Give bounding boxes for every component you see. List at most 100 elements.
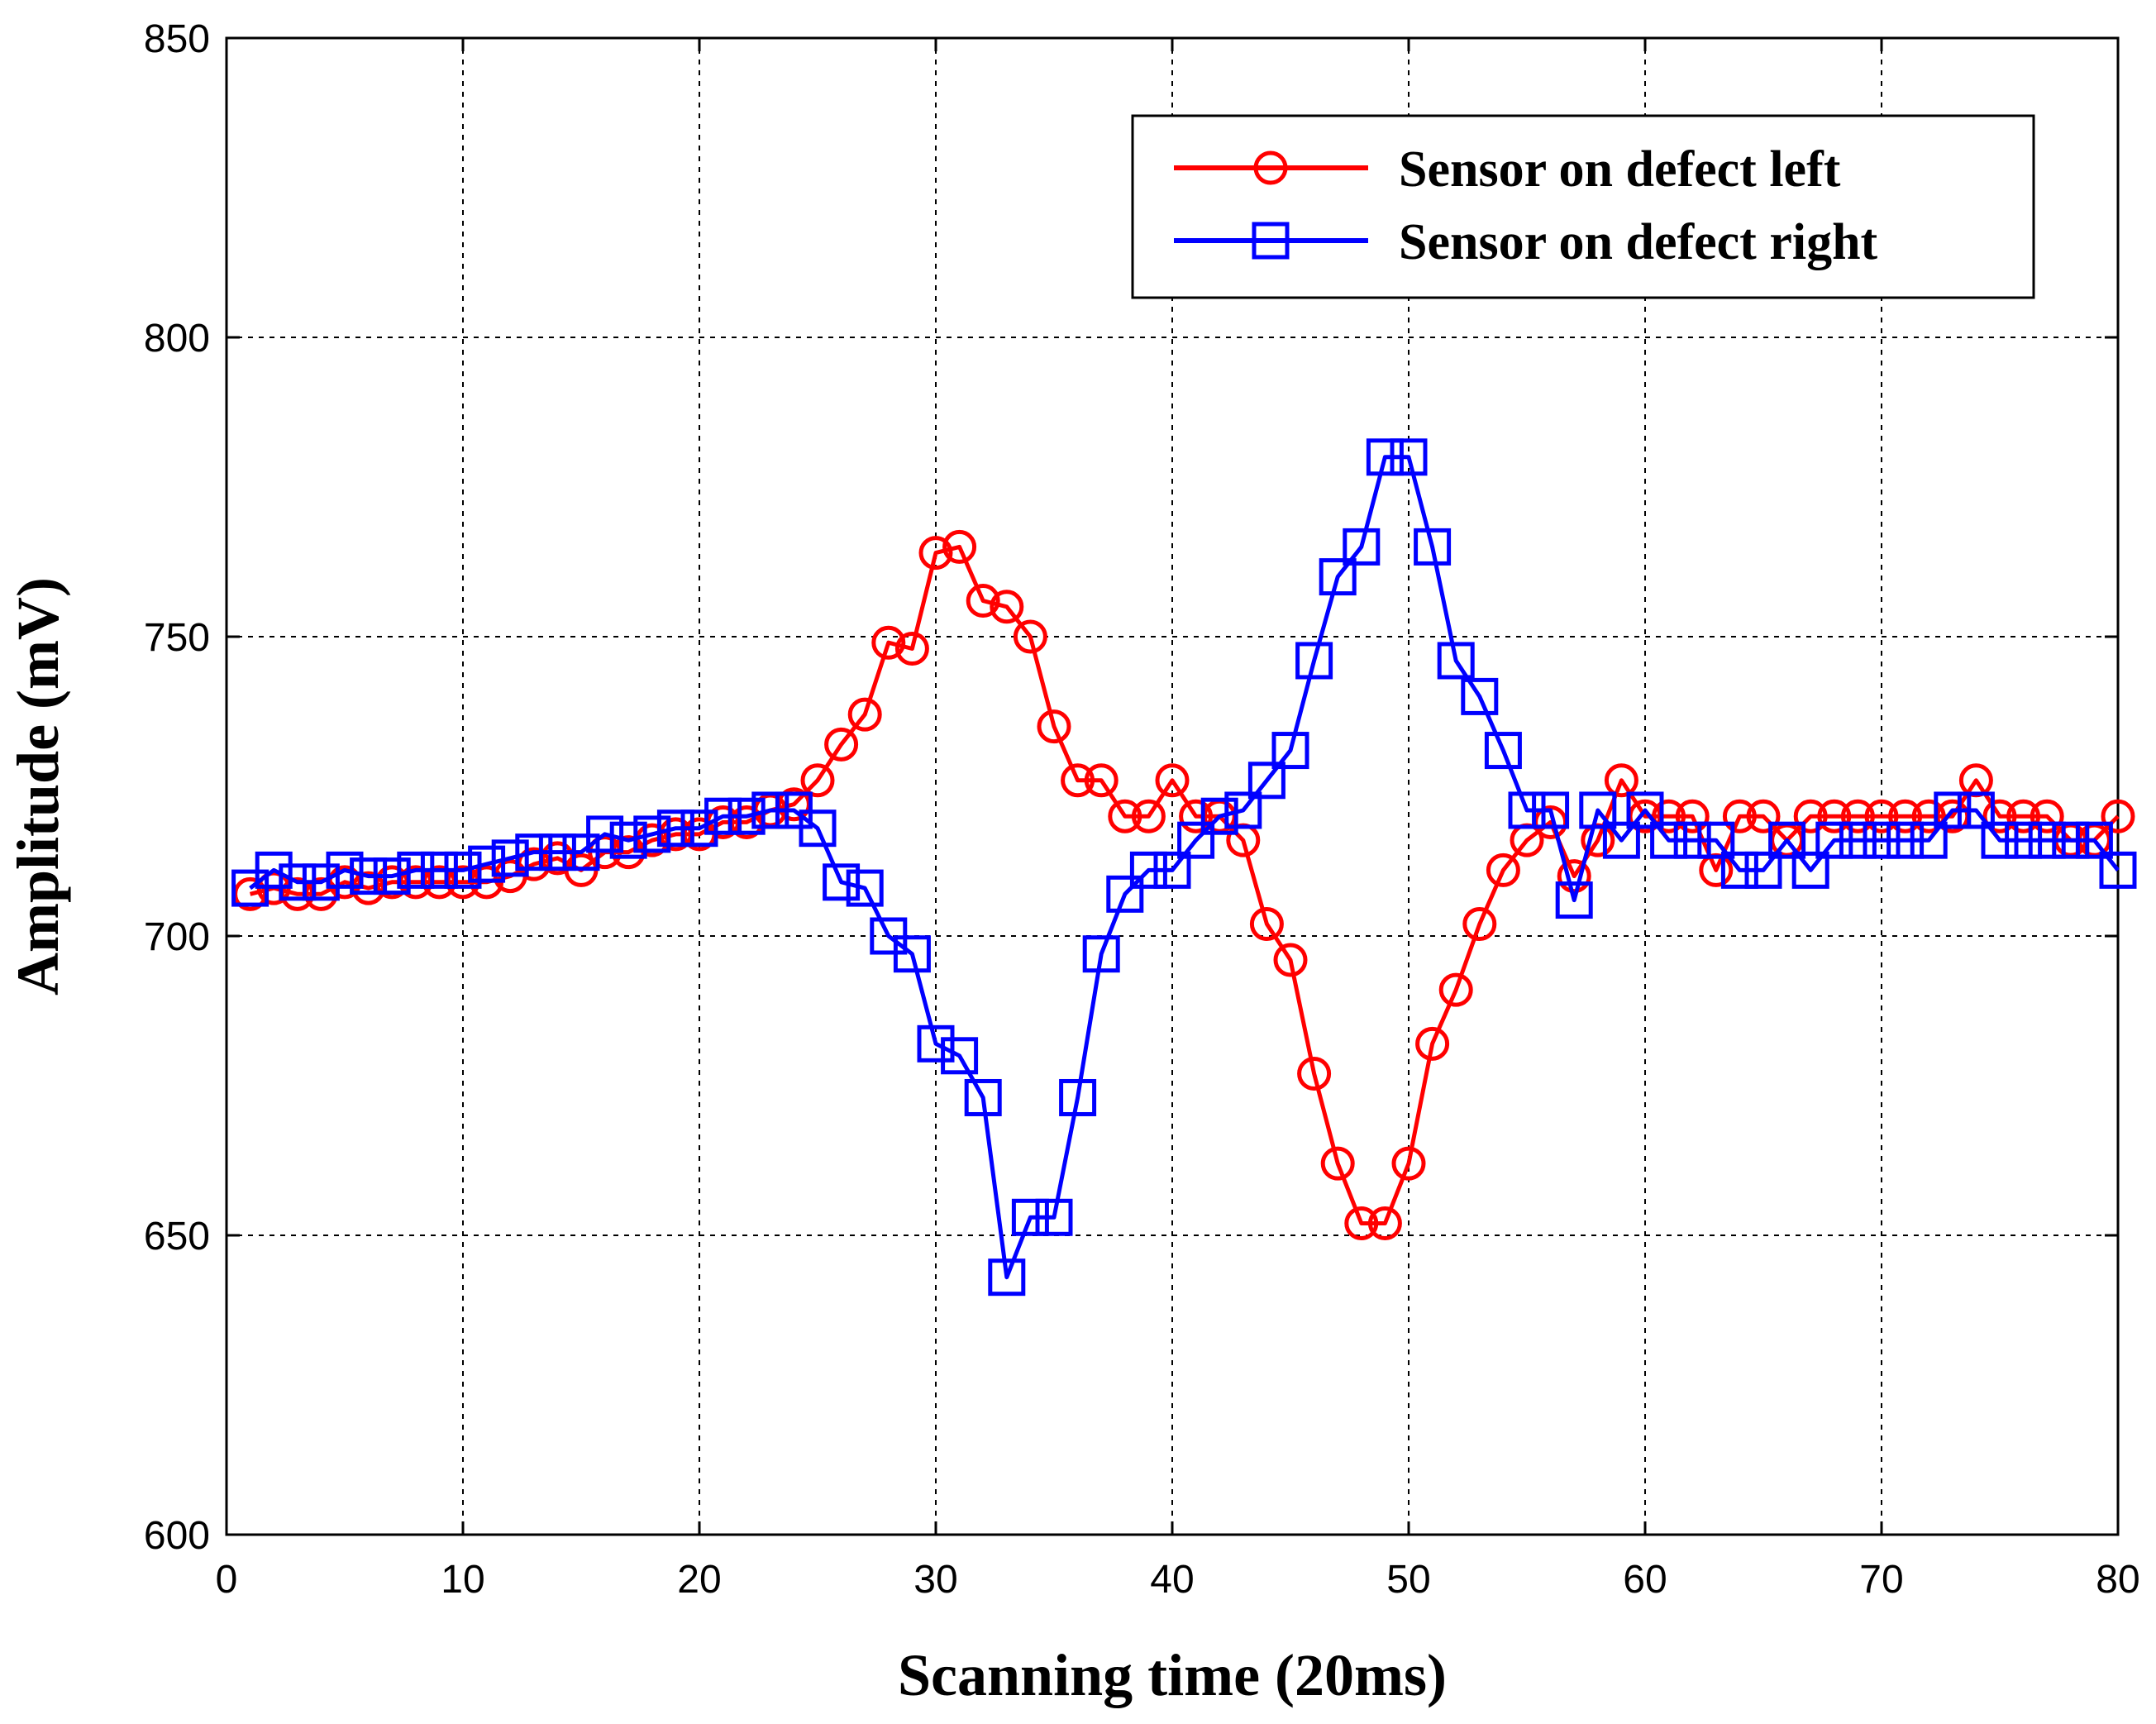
square-marker (1343, 528, 1381, 566)
y-tick-label: 800 (144, 317, 210, 361)
x-tick-label: 30 (913, 1558, 957, 1602)
square-marker (1934, 791, 1972, 829)
circle-marker (1249, 907, 1284, 942)
square-marker (420, 851, 458, 889)
square-marker (2052, 821, 2090, 859)
square-marker (941, 1037, 979, 1075)
circle-marker (1864, 799, 1899, 833)
square-marker (1129, 851, 1167, 889)
square-marker (1484, 732, 1522, 770)
legend-label-left: Sensor on defect left (1399, 141, 1841, 198)
x-tick-label: 10 (441, 1558, 484, 1602)
axis-ticks: 0 10 20 30 40 50 60 70 80 600 650 700 750 800 850 (144, 17, 2140, 1602)
square-marker (727, 797, 766, 835)
circle-marker (1084, 763, 1119, 798)
y-tick-label: 650 (144, 1215, 210, 1258)
square-marker (538, 833, 576, 872)
square-marker (1200, 797, 1238, 835)
circle-marker (1131, 799, 1166, 833)
square-marker (1555, 881, 1593, 919)
square-marker (1082, 935, 1120, 973)
series-left (233, 529, 2135, 1241)
square-marker (988, 1258, 1026, 1297)
circle-marker (1911, 799, 1946, 833)
square-marker (1390, 438, 1428, 476)
square-marker (917, 1024, 955, 1063)
legend-marker (1252, 222, 1290, 260)
circle-marker (1652, 799, 1686, 833)
square-marker (1957, 791, 1995, 829)
square-marker (468, 845, 506, 883)
circle-marker (1462, 907, 1497, 942)
square-marker (2075, 821, 2113, 859)
circle-marker (1344, 1206, 1379, 1241)
circle-marker (966, 584, 1000, 618)
square-marker (279, 863, 317, 901)
square-marker (1579, 791, 1617, 829)
circle-marker (942, 529, 977, 564)
circle-marker (1840, 799, 1875, 833)
square-marker (680, 809, 718, 848)
legend: Sensor on defect left Sensor on defect r… (1131, 114, 2035, 299)
circle-marker (1273, 943, 1308, 977)
circle-marker (1013, 619, 1047, 654)
square-marker (609, 821, 647, 859)
square-marker (1366, 438, 1404, 476)
x-tick-label: 40 (1150, 1558, 1194, 1602)
data-series (231, 438, 2137, 1297)
legend-box (1131, 114, 2035, 299)
square-marker (1981, 821, 2019, 859)
square-marker (1886, 821, 1925, 859)
circle-marker (894, 631, 929, 666)
square-marker (751, 791, 789, 829)
square-marker (846, 869, 884, 907)
x-tick-label: 50 (1386, 1558, 1430, 1602)
square-marker (1626, 791, 1664, 829)
square-marker (302, 863, 340, 901)
circle-marker (1391, 1146, 1426, 1181)
circle-marker (1675, 799, 1710, 833)
square-marker (1437, 642, 1475, 680)
square-marker (656, 809, 694, 848)
circle-marker (1722, 799, 1757, 833)
square-marker (373, 857, 411, 895)
square-marker (1153, 851, 1191, 889)
series-line (249, 544, 2120, 1225)
square-marker (326, 851, 364, 889)
square-marker (1106, 875, 1144, 913)
square-marker (1271, 732, 1309, 770)
circle-marker (1037, 709, 1071, 744)
square-marker (444, 851, 482, 889)
square-marker (255, 851, 293, 889)
square-marker (1910, 821, 1948, 859)
square-marker (1532, 791, 1570, 829)
circle-marker (1061, 763, 1095, 798)
circle-marker (1888, 799, 1923, 833)
x-tick-label: 0 (216, 1558, 238, 1602)
circle-marker (1982, 799, 2017, 833)
square-marker (1011, 1198, 1049, 1236)
square-marker (1247, 762, 1285, 800)
square-marker (1768, 821, 1806, 859)
y-axis-title: Amplitude (mV) (5, 577, 71, 996)
legend-label-right: Sensor on defect right (1399, 214, 1878, 270)
y-tick-label: 850 (144, 17, 210, 61)
circle-marker (824, 727, 859, 762)
square-marker (1791, 851, 1829, 889)
circle-marker (1817, 799, 1852, 833)
square-marker (1508, 791, 1546, 829)
circle-marker (918, 536, 953, 571)
square-marker (2028, 821, 2066, 859)
circle-marker (1155, 763, 1190, 798)
square-marker (1319, 558, 1357, 596)
x-tick-label: 70 (1859, 1558, 1903, 1602)
square-marker (491, 839, 529, 877)
x-tick-label: 60 (1623, 1558, 1667, 1602)
square-marker (704, 797, 742, 835)
square-marker (823, 863, 861, 901)
circle-marker (1367, 1206, 1402, 1241)
square-marker (1414, 528, 1452, 566)
circle-marker (990, 590, 1024, 624)
square-marker (1602, 821, 1640, 859)
